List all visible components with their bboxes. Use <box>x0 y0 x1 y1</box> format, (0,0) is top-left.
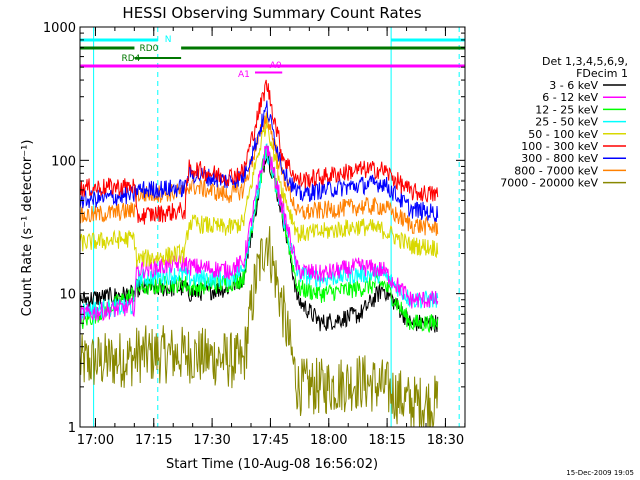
series-line-7 <box>80 100 439 222</box>
axes: 1 10 100 1000 17:00 17:15 17:30 17:45 18:00 18:15… <box>43 21 466 448</box>
x-tick-label: 17:00 <box>77 433 114 448</box>
series-line-6 <box>80 79 439 225</box>
y-tick-label: 1000 <box>43 21 76 36</box>
series-line-1 <box>80 154 439 333</box>
y-tick-label: 100 <box>51 154 76 169</box>
plot-frame <box>79 26 466 428</box>
band-label-rd0: RD0 <box>139 44 158 54</box>
legend-header-line: FDecim 1 <box>576 67 628 80</box>
x-tick-label: 18:00 <box>310 433 347 448</box>
series-line-2 <box>80 144 439 324</box>
band-label-n: N <box>165 35 172 45</box>
legend-entry-label: 50 - 100 keV <box>528 128 598 141</box>
x-axis-label: Start Time (10-Aug-08 16:56:02) <box>166 457 378 472</box>
timestamp: 15-Dec-2009 19:05 <box>566 469 634 477</box>
y-tick-label: 1 <box>68 421 76 436</box>
legend-entry-label: 3 - 6 keV <box>549 79 598 92</box>
x-tick-label: 17:15 <box>135 433 172 448</box>
legend-entry-label: 7000 - 20000 keV <box>500 177 598 190</box>
legend-entry-label: 12 - 25 keV <box>535 103 598 116</box>
legend-entry-label: 800 - 7000 keV <box>514 164 598 177</box>
legend-entry-label: 300 - 800 keV <box>521 152 598 165</box>
y-tick-label: 10 <box>59 288 76 303</box>
legend-header-line: Det 1,3,4,5,6,9, <box>542 55 628 68</box>
x-tick-label: 18:30 <box>427 433 464 448</box>
legend-entry-label: 6 - 12 keV <box>542 91 598 104</box>
plot-inner <box>80 27 465 427</box>
legend-entry-label: 25 - 50 keV <box>535 116 598 129</box>
band-label-a1: A1 <box>238 70 250 80</box>
chart-title: HESSI Observing Summary Count Rates <box>122 4 421 22</box>
x-tick-label: 17:45 <box>252 433 289 448</box>
series-line-5 <box>80 113 439 268</box>
series-line-9 <box>80 226 439 427</box>
band-label-a0: A0 <box>270 61 282 71</box>
x-tick-label: 17:30 <box>193 433 230 448</box>
x-tick-label: 18:15 <box>368 433 405 448</box>
y-axis-label: Count Rate (s⁻¹ detector⁻¹) <box>20 140 35 317</box>
legend-entry-label: 100 - 300 keV <box>521 140 598 153</box>
band-label-rd4: RD4 <box>121 54 140 64</box>
